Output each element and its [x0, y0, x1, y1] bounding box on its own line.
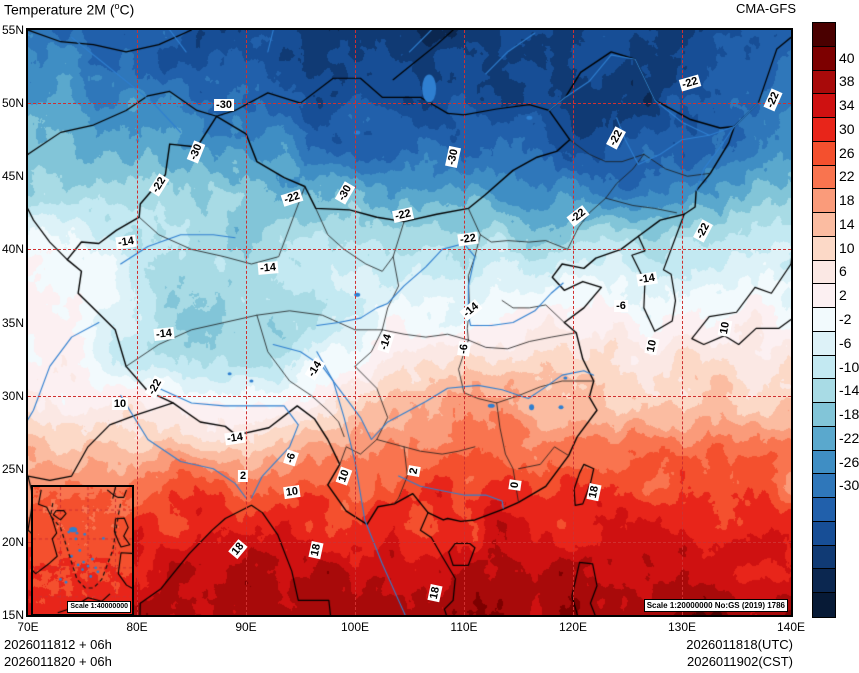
- colorbar-tick--22: -22: [839, 429, 859, 446]
- contour-label: 10: [111, 398, 129, 410]
- lon-tick-130E: 130E: [667, 620, 697, 634]
- map-plot-area[interactable]: -30 -30 -30 -30 -22 -22 -22 -22 -22 -22 -22 -22 -22-…: [26, 28, 793, 617]
- lat-tick-25N: 25N: [2, 461, 25, 476]
- colorbar-segment: [813, 23, 835, 47]
- lat-tick-35N: 35N: [2, 315, 25, 330]
- colorbar-tick--30: -30: [839, 477, 859, 494]
- colorbar-tick-10: 10: [839, 239, 855, 256]
- colorbar-tick--14: -14: [839, 382, 859, 399]
- main-scale-label: Scale 1:20000000 No:GS (2019) 1786: [643, 599, 788, 612]
- contour-label: -30: [214, 99, 234, 111]
- colorbar-segment: [813, 521, 835, 546]
- colorbar-segment: [813, 403, 835, 427]
- valid-time-cst: 2026011902(CST): [687, 654, 793, 669]
- lat-tick-50N: 50N: [2, 96, 25, 111]
- contour-label: -14: [257, 261, 279, 275]
- page-title: Temperature 2M (oC): [4, 1, 134, 18]
- colorbar-segment: [813, 118, 835, 142]
- colorbar-segment: [813, 355, 835, 380]
- colorbar-segment: [813, 450, 835, 475]
- colorbar-segment: [813, 593, 835, 617]
- colorbar-segment: [813, 70, 835, 95]
- inset-map-canvas: [33, 487, 132, 614]
- colorbar-tick--2: -2: [839, 311, 852, 327]
- south-china-sea-inset: Scale 1:40000000: [31, 485, 134, 615]
- contour-label: -14: [153, 326, 175, 342]
- valid-time-utc: 2026011818(UTC): [686, 637, 793, 652]
- lon-tick-140E: 140E: [776, 620, 806, 634]
- colorbar-tick-38: 38: [839, 73, 855, 90]
- lat-tick-20N: 20N: [2, 534, 25, 549]
- lat-tick-40N: 40N: [2, 242, 25, 257]
- colorbar-segment: [813, 165, 835, 190]
- colorbar-segment: [813, 260, 835, 285]
- colorbar-segment: [813, 284, 835, 308]
- colorbar-tick-6: 6: [839, 263, 847, 280]
- lat-tick-55N: 55N: [2, 23, 25, 37]
- contour-label: 2: [407, 464, 421, 478]
- contour-label: -6: [457, 341, 471, 357]
- colorbar-segment: [813, 545, 835, 570]
- colorbar-segment: [813, 331, 835, 356]
- colorbar-segment: [813, 569, 835, 593]
- colorbar-tick-26: 26: [839, 144, 855, 161]
- lat-tick-15N: 15N: [2, 608, 25, 622]
- colorbar-segment: [813, 474, 835, 498]
- model-label: CMA-GFS: [736, 1, 796, 16]
- init-time-utc: 2026011812 + 06h: [4, 637, 112, 652]
- lon-tick-80E: 80E: [126, 620, 148, 634]
- colorbar-tick--10: -10: [839, 358, 859, 375]
- colorbar-segment: [813, 308, 835, 332]
- contour-label: 2: [237, 470, 249, 482]
- colorbar-segment: [813, 94, 835, 118]
- lon-tick-110E: 110E: [450, 620, 478, 634]
- colorbar-segment: [813, 498, 835, 522]
- lon-tick-70E: 70E: [17, 620, 39, 634]
- colorbar-tick-2: 2: [839, 287, 847, 304]
- colorbar-tick--18: -18: [839, 406, 859, 423]
- temperature-field-canvas: [28, 30, 791, 615]
- colorbar-tick-30: 30: [839, 120, 855, 137]
- inset-scale-label: Scale 1:40000000: [67, 601, 131, 613]
- lat-tick-30N: 30N: [2, 388, 25, 403]
- lon-tick-120E: 120E: [558, 620, 588, 634]
- colorbar-tick-14: 14: [839, 215, 855, 232]
- lon-tick-100E: 100E: [340, 620, 370, 634]
- colorbar-segment: [813, 46, 835, 71]
- contour-label: -6: [614, 300, 628, 312]
- colorbar-segment: [813, 236, 835, 261]
- colorbar-segment: [813, 141, 835, 166]
- lat-tick-45N: 45N: [2, 169, 25, 184]
- colorbar-tick-34: 34: [839, 97, 855, 114]
- colorbar-tick-22: 22: [839, 168, 855, 185]
- colorbar-tick--6: -6: [839, 334, 852, 351]
- init-time-cst: 2026011820 + 06h: [4, 654, 112, 669]
- colorbar: [812, 22, 836, 618]
- colorbar-segment: [813, 426, 835, 451]
- colorbar-tick-18: 18: [839, 192, 855, 209]
- contour-label: 10: [283, 484, 301, 500]
- title-unit: C): [119, 1, 135, 18]
- degree-symbol: o: [114, 1, 120, 11]
- colorbar-segment: [813, 379, 835, 403]
- colorbar-segment: [813, 189, 835, 213]
- colorbar-tick-40: 40: [839, 49, 855, 66]
- title-text: Temperature 2M (: [4, 1, 115, 18]
- colorbar-segment: [813, 213, 835, 237]
- colorbar-tick--26: -26: [839, 453, 859, 470]
- contour-label: 0: [508, 479, 522, 491]
- lon-tick-90E: 90E: [235, 620, 257, 634]
